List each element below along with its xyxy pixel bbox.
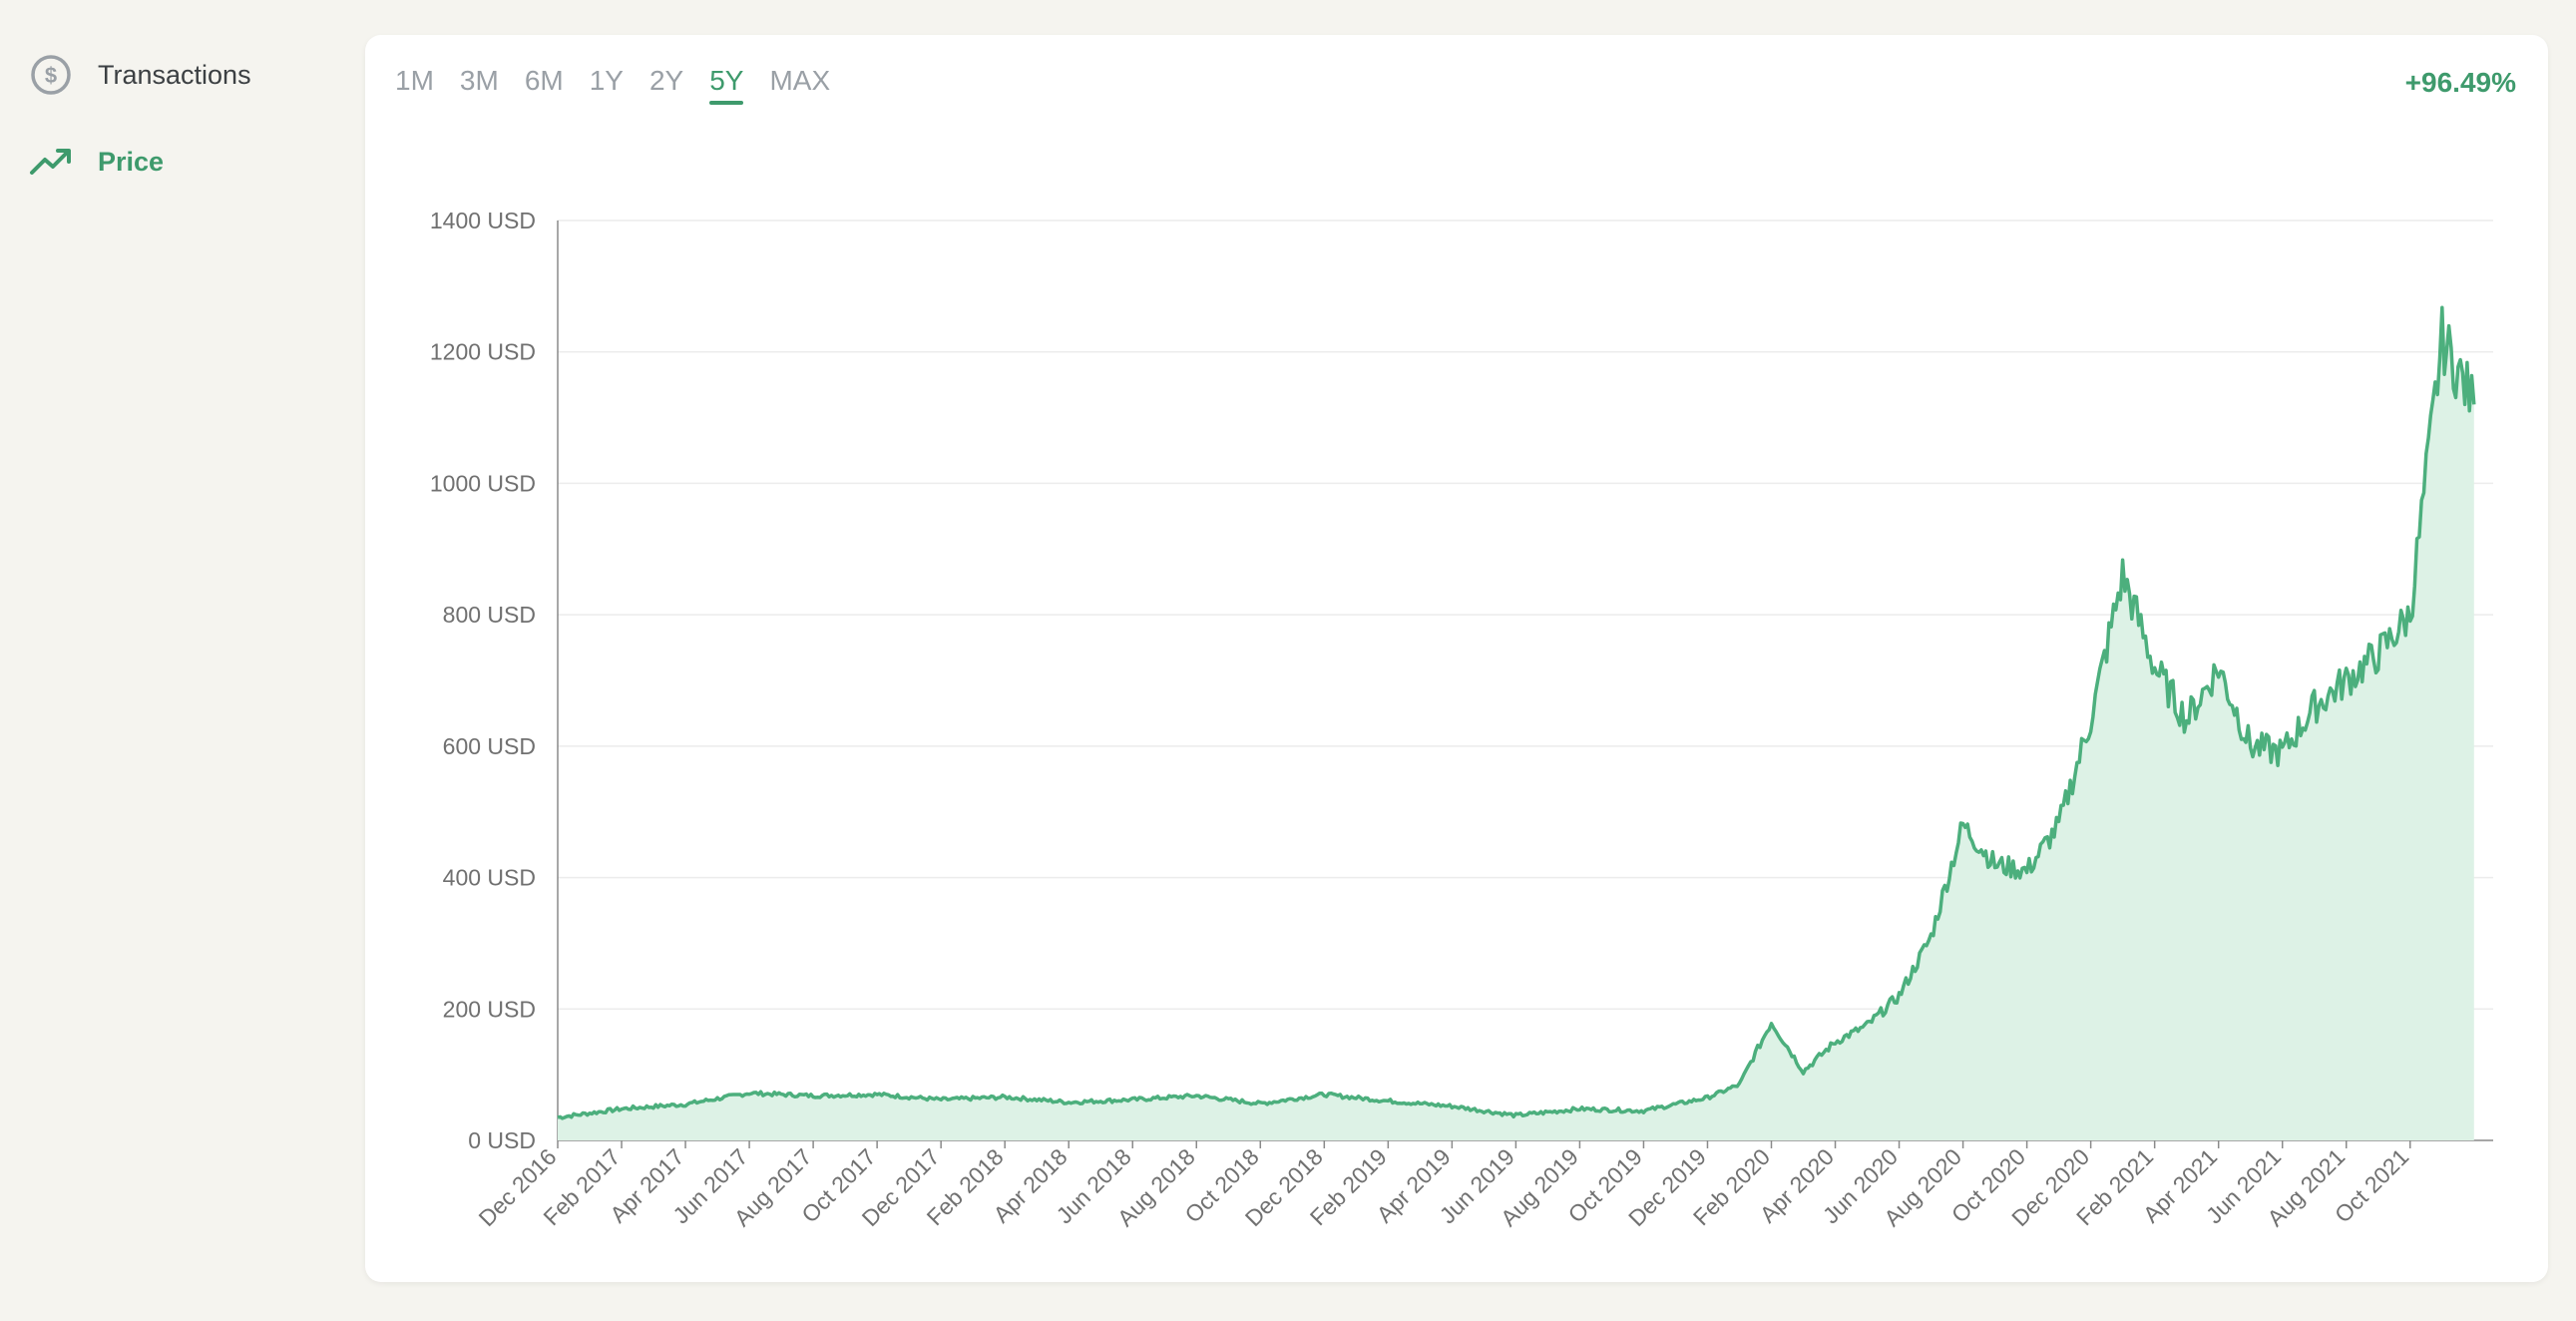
range-max[interactable]: MAX [769,65,831,96]
y-tick-label: 400 USD [443,865,536,891]
sidebar-item-label: Price [98,146,165,177]
y-tick-label: 800 USD [443,602,536,628]
sidebar-item-label: Transactions [98,59,251,90]
price-change-badge: +96.49% [2404,67,2516,98]
y-tick-label: 600 USD [443,733,536,759]
price-chart: 0 USD 200 USD 400 USD 600 USD 800 USD 1000 US… [430,208,2493,1231]
range-3m[interactable]: 3M [459,65,499,96]
y-tick-label: 1400 USD [430,208,536,233]
svg-text:$: $ [45,63,57,88]
sidebar-item-transactions[interactable]: $ Transactions [28,50,251,100]
range-2y[interactable]: 2Y [648,65,684,96]
price-area [558,307,2474,1140]
sidebar: $ Transactions Price [0,0,339,1321]
range-1m[interactable]: 1M [395,65,434,96]
range-selector: 1M 3M 6M 1Y 2Y 5Y MAX [395,65,856,105]
y-tick-label: 1000 USD [430,470,536,496]
price-line [557,305,2476,1120]
range-1y[interactable]: 1Y [589,65,624,96]
trending-up-icon [28,139,74,185]
y-tick-label: 200 USD [443,996,536,1022]
range-6m[interactable]: 6M [524,65,564,96]
price-chart-card: 1M 3M 6M 1Y 2Y 5Y MAX +96.49% 0 USD 200 USD 400 … [365,35,2548,1282]
y-tick-label: 1200 USD [430,339,536,365]
dollar-circle-icon: $ [28,52,74,98]
y-tick-label: 0 USD [468,1127,536,1153]
range-5y[interactable]: 5Y [709,65,744,105]
sidebar-item-price[interactable]: Price [28,137,164,187]
